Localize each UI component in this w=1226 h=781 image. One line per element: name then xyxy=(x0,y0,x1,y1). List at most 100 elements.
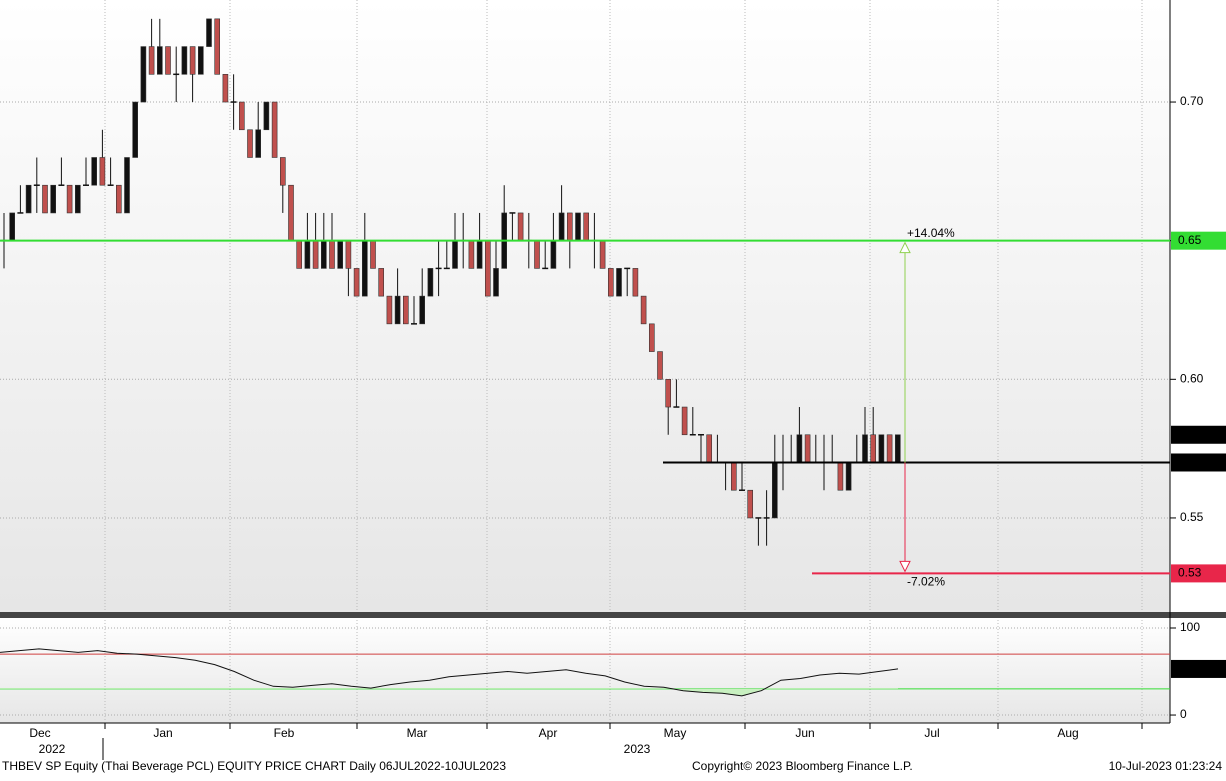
candle-body xyxy=(476,240,483,269)
candle-body xyxy=(484,240,491,297)
candle-body xyxy=(862,434,868,463)
month-label: Apr xyxy=(539,726,558,740)
candle-body xyxy=(140,46,147,103)
candle-body xyxy=(493,268,499,297)
candle-body xyxy=(42,184,48,214)
candle-body xyxy=(607,268,614,297)
candle-body xyxy=(845,462,852,491)
down-annotation: -7.02% xyxy=(907,575,945,589)
rsi-tick-label: 100 xyxy=(1180,620,1200,634)
candle-body xyxy=(804,434,811,463)
price-panel xyxy=(0,0,1170,612)
candle-body xyxy=(247,129,253,158)
candle-body xyxy=(427,268,434,297)
candle-body xyxy=(132,101,138,158)
candle-body xyxy=(370,240,376,269)
candle-body xyxy=(75,184,81,214)
month-label: Jan xyxy=(153,726,172,740)
candle-body xyxy=(419,295,426,325)
month-label: Feb xyxy=(274,726,295,740)
candle-body xyxy=(50,184,57,214)
level-tag xyxy=(1171,231,1226,250)
candle-body xyxy=(165,46,171,75)
candle-body xyxy=(157,46,163,75)
candle-body xyxy=(239,101,245,131)
rsi-panel xyxy=(0,618,1170,723)
y-tick-label: 0.70 xyxy=(1180,94,1204,108)
candle-body xyxy=(796,434,803,463)
candle-body xyxy=(353,268,360,297)
rsi-oversold-fill xyxy=(0,688,898,696)
candle-body xyxy=(681,406,688,436)
candle-body xyxy=(632,268,639,297)
candle-body xyxy=(148,46,155,75)
candle-body xyxy=(378,268,385,297)
candle-body xyxy=(730,462,737,491)
month-label: Dec xyxy=(29,726,50,740)
level-tag-label: 0.53 xyxy=(1178,566,1202,580)
candle-body xyxy=(640,295,647,325)
candle-body xyxy=(116,184,122,214)
candle-body xyxy=(263,101,270,131)
candle-body xyxy=(222,74,229,103)
month-label: Jun xyxy=(795,726,814,740)
candle-body xyxy=(312,240,319,269)
candle-body xyxy=(550,240,557,269)
panel-divider xyxy=(0,612,1226,618)
candle-body xyxy=(320,240,327,269)
month-label: Jul xyxy=(924,726,939,740)
candle-body xyxy=(288,184,294,241)
candle-body xyxy=(9,212,15,241)
candle-body xyxy=(124,157,130,214)
candle-body xyxy=(271,101,278,158)
candle-body xyxy=(747,489,754,519)
y-tick-label: 0.60 xyxy=(1180,371,1204,385)
candle-body xyxy=(452,240,458,269)
candle-body xyxy=(657,351,663,380)
candle-body xyxy=(279,157,286,186)
month-label: May xyxy=(664,726,687,740)
candle-body xyxy=(206,18,212,47)
candle-body xyxy=(566,212,573,241)
level-tag xyxy=(1171,564,1226,583)
rsi-last-tag xyxy=(1171,659,1226,678)
candle-body xyxy=(665,379,672,408)
candle-body xyxy=(575,212,581,241)
candle-body xyxy=(771,462,778,519)
candle-body xyxy=(66,184,73,214)
candle-body xyxy=(616,268,622,297)
footer-title: THBEV SP Equity (Thai Beverage PCL) EQUI… xyxy=(2,759,506,773)
candle-body xyxy=(198,46,204,75)
candle-body xyxy=(345,240,352,269)
rsi-line xyxy=(0,648,899,697)
candle-body xyxy=(25,184,32,214)
timestamp: 10-Jul-2023 01:23:24 xyxy=(1109,759,1223,773)
copyright: Copyright© 2023 Bloomberg Finance L.P. xyxy=(692,759,913,773)
candle-body xyxy=(91,157,97,186)
candle-body xyxy=(99,157,106,186)
candle-body xyxy=(255,129,261,158)
candle-body xyxy=(648,323,655,352)
candle-body xyxy=(837,462,844,491)
candle-body xyxy=(329,240,335,269)
candle-body xyxy=(878,434,885,463)
candle-body xyxy=(468,240,475,269)
candle-body xyxy=(534,240,540,269)
candle-body xyxy=(583,212,590,241)
candle-body xyxy=(886,434,893,463)
candle-body xyxy=(706,434,713,463)
rsi-tick-label: 0 xyxy=(1180,707,1187,721)
candle-body xyxy=(189,46,196,75)
down-arrowhead xyxy=(899,560,911,573)
candle-body xyxy=(894,434,901,463)
month-label: Aug xyxy=(1057,726,1078,740)
year-label: 2023 xyxy=(624,742,651,756)
candle-body xyxy=(394,295,401,325)
candle-body xyxy=(558,212,565,241)
candle-body xyxy=(361,240,368,297)
candle-body xyxy=(304,240,311,269)
candle-body xyxy=(517,212,524,241)
candle-body xyxy=(870,434,877,463)
candle-body xyxy=(214,18,220,75)
